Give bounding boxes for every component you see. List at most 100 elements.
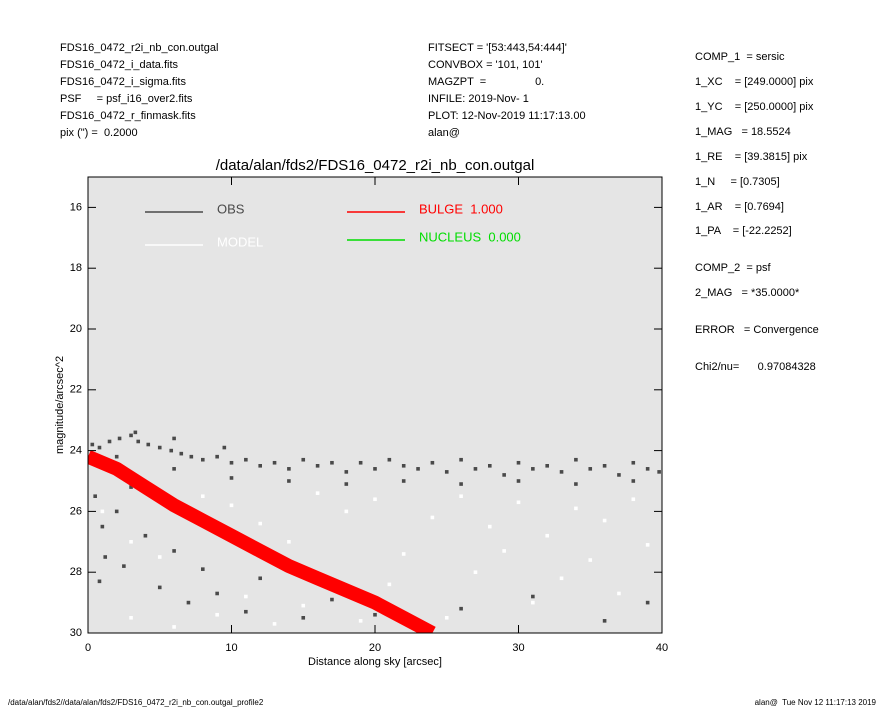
data-point: [344, 482, 349, 486]
header-middle-line: CONVBOX = '101, 101': [428, 59, 543, 71]
data-point: [244, 609, 248, 614]
data-point: [459, 457, 463, 462]
data-point: [588, 467, 593, 471]
data-point: [430, 460, 435, 465]
data-point: [358, 460, 363, 465]
data-point: [645, 467, 650, 471]
data-point: [330, 597, 334, 602]
data-point: [459, 494, 463, 498]
data-point: [157, 585, 162, 590]
data-point: [559, 470, 564, 474]
data-point: [617, 473, 621, 477]
footer-user: alan@ Tue Nov 12 11:17:13 2019: [755, 698, 877, 707]
data-point: [172, 436, 176, 441]
data-point: [574, 506, 578, 511]
y-tick-label: 20: [70, 323, 82, 335]
data-point: [444, 616, 449, 620]
data-point: [502, 549, 506, 553]
data-point: [244, 457, 248, 462]
plot-background: [88, 177, 662, 633]
data-point: [330, 460, 334, 465]
data-point: [488, 464, 492, 468]
data-point: [617, 591, 621, 596]
y-tick-label: 26: [70, 505, 82, 517]
data-point: [602, 518, 607, 523]
y-tick-label: 24: [70, 445, 82, 457]
data-point: [430, 515, 435, 520]
data-point: [258, 464, 262, 468]
data-point: [157, 555, 162, 559]
data-point: [459, 606, 463, 611]
header-left-line: FDS16_0472_r2i_nb_con.outgal: [60, 42, 218, 54]
fit-parameter: 1_XC = [249.0000] pix: [695, 76, 814, 88]
data-point: [201, 457, 205, 462]
fit-parameter: 1_PA = [-22.2252]: [695, 225, 792, 237]
fit-parameter: ERROR = Convergence: [695, 324, 819, 336]
data-point: [107, 439, 112, 444]
data-point: [229, 503, 234, 508]
data-point: [315, 491, 320, 495]
data-point: [631, 460, 636, 465]
data-point: [344, 509, 349, 514]
x-axis-label: Distance along sky [arcsec]: [308, 656, 442, 668]
chart-title: /data/alan/fds2/FDS16_0472_r2i_nb_con.ou…: [216, 157, 535, 174]
data-point: [645, 600, 650, 605]
y-tick-label: 28: [70, 566, 82, 578]
data-point: [574, 482, 578, 486]
data-point: [90, 442, 95, 447]
data-point: [516, 479, 521, 483]
data-point: [588, 558, 593, 562]
data-point: [602, 464, 607, 468]
fit-parameter: COMP_1 = sersic: [695, 51, 785, 63]
data-point: [93, 494, 97, 498]
data-point: [122, 564, 126, 568]
data-point: [287, 540, 291, 544]
fit-parameter: 1_MAG = 18.5524: [695, 126, 791, 138]
data-point: [373, 497, 377, 502]
y-tick-label: 30: [70, 627, 82, 639]
footer-path: /data/alan/fds2//data/alan/fds2/FDS16_04…: [8, 698, 264, 707]
data-point: [344, 470, 349, 474]
data-point: [373, 612, 377, 617]
data-point: [516, 500, 521, 505]
data-point: [129, 540, 133, 544]
data-point: [129, 433, 133, 438]
fit-parameter: 1_N = [0.7305]: [695, 176, 780, 188]
data-point: [516, 460, 521, 465]
data-point: [100, 509, 105, 514]
header-left-line: pix (") = 0.2000: [60, 127, 138, 139]
data-point: [136, 439, 141, 444]
fit-parameter: COMP_2 = psf: [695, 262, 771, 274]
header-left-line: FDS16_0472_r_finmask.fits: [60, 110, 196, 122]
data-point: [215, 454, 219, 459]
data-point: [172, 549, 176, 553]
data-point: [416, 467, 420, 471]
data-point: [301, 603, 306, 608]
legend-label: BULGE 1.000: [419, 201, 503, 216]
header-middle-line: MAGZPT = 0.: [428, 76, 544, 88]
data-point: [301, 457, 306, 462]
data-point: [179, 451, 184, 456]
data-point: [229, 460, 234, 465]
fit-parameter: 1_YC = [250.0000] pix: [695, 101, 814, 113]
data-point: [559, 576, 564, 581]
data-point: [473, 467, 478, 471]
data-point: [215, 612, 219, 617]
legend-label: OBS: [217, 201, 245, 216]
x-tick-label: 0: [85, 642, 91, 654]
data-point: [602, 619, 607, 623]
data-point: [301, 616, 306, 620]
data-point: [201, 494, 205, 498]
data-point: [387, 457, 392, 462]
header-middle-line: alan@: [428, 127, 460, 139]
data-point: [272, 622, 277, 626]
data-point: [201, 567, 205, 571]
x-tick-label: 40: [656, 642, 668, 654]
data-point: [315, 464, 320, 468]
data-point: [502, 473, 506, 477]
data-point: [117, 436, 122, 441]
y-axis-label: magnitude/arcsec^2: [54, 356, 66, 454]
data-point: [100, 524, 105, 529]
data-point: [229, 476, 234, 480]
